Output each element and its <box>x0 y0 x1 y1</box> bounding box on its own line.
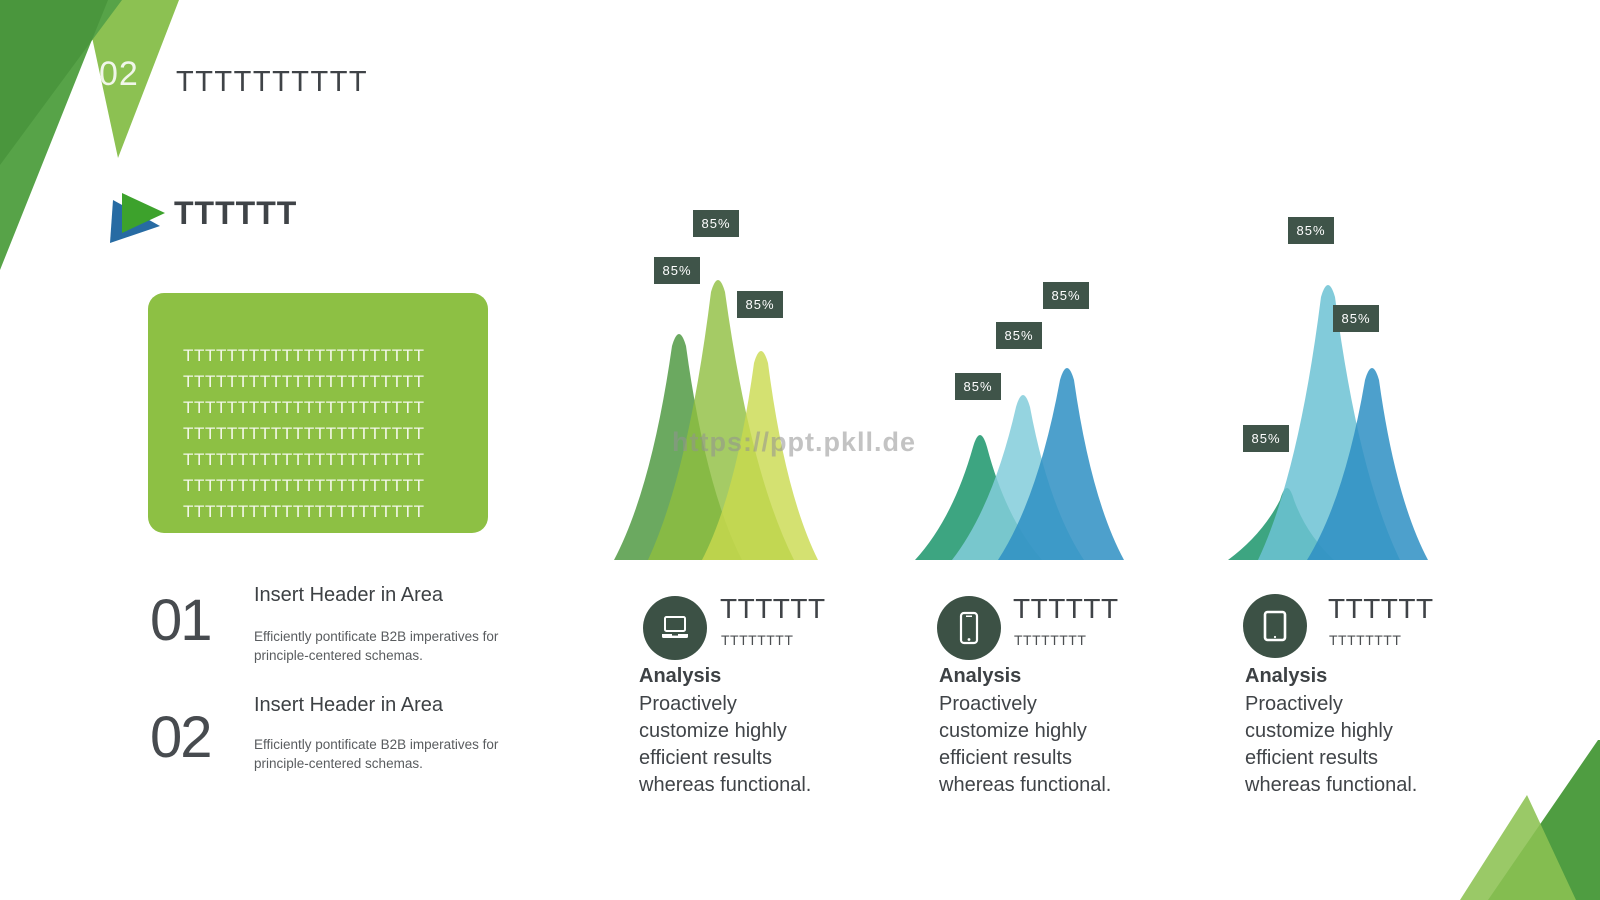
step-header: Insert Header in Area <box>254 694 443 716</box>
step-description: Efficiently pontificate B2B imperatives … <box>254 737 499 771</box>
chart3-label-left: 85% <box>1243 425 1289 452</box>
chart1-peak-3 <box>702 351 818 560</box>
step-number: 02 <box>150 705 212 770</box>
chart3-label-right: 85% <box>1333 305 1379 332</box>
corner-triangle-light <box>84 0 179 158</box>
page-title: TTTTTTTTTT <box>176 66 369 98</box>
column-description: Proactively customize highly efficient r… <box>1245 693 1418 796</box>
mountain-charts <box>614 280 1428 560</box>
green-text-box: TTTTTTTTTTTTTTTTTTTTTT TTTTTTTTTTTTTTTTT… <box>148 293 488 533</box>
smartphone-icon <box>937 596 1001 660</box>
column-label: Analysis <box>1245 665 1328 687</box>
chart2-label-mid: 85% <box>996 322 1042 349</box>
tablet-icon <box>1243 594 1307 658</box>
step-number: 01 <box>150 588 212 653</box>
play-icon-green <box>122 193 165 233</box>
column-subtitle: TTTTTTTT <box>1014 632 1087 648</box>
step-description: Efficiently pontificate B2B imperatives … <box>254 629 499 663</box>
section-number: 02 <box>99 55 139 93</box>
chart1-label-left: 85% <box>654 257 700 284</box>
column-subtitle: TTTTTTTT <box>1329 632 1402 648</box>
column-title: TTTTTT <box>1013 593 1119 624</box>
column-title: TTTTTT <box>720 593 826 624</box>
column-label: Analysis <box>639 665 722 687</box>
watermark: https://ppt.pkll.de <box>672 427 916 457</box>
bottom-corner-triangle-light <box>1460 795 1576 900</box>
column-title: TTTTTT <box>1328 593 1434 624</box>
chart2-label-right: 85% <box>1043 282 1089 309</box>
chart3-peak-3 <box>1307 368 1428 560</box>
section-heading: TTTTTT <box>174 195 298 231</box>
placeholder-text-rows: TTTTTTTTTTTTTTTTTTTTTT TTTTTTTTTTTTTTTTT… <box>183 346 425 521</box>
chart2-label-left: 85% <box>955 373 1001 400</box>
chart3-label-mid: 85% <box>1288 217 1334 244</box>
chart1-label-right: 85% <box>737 291 783 318</box>
column-label: Analysis <box>939 665 1022 687</box>
chart1-label-mid: 85% <box>693 210 739 237</box>
column-subtitle: TTTTTTTT <box>721 632 794 648</box>
column-description: Proactively customize highly efficient r… <box>939 693 1112 796</box>
step-header: Insert Header in Area <box>254 584 443 606</box>
laptop-icon <box>643 596 707 660</box>
corner-triangle-overlap <box>0 0 108 165</box>
column-description: Proactively customize highly efficient r… <box>639 693 812 796</box>
chart2-peak-3 <box>998 368 1124 560</box>
